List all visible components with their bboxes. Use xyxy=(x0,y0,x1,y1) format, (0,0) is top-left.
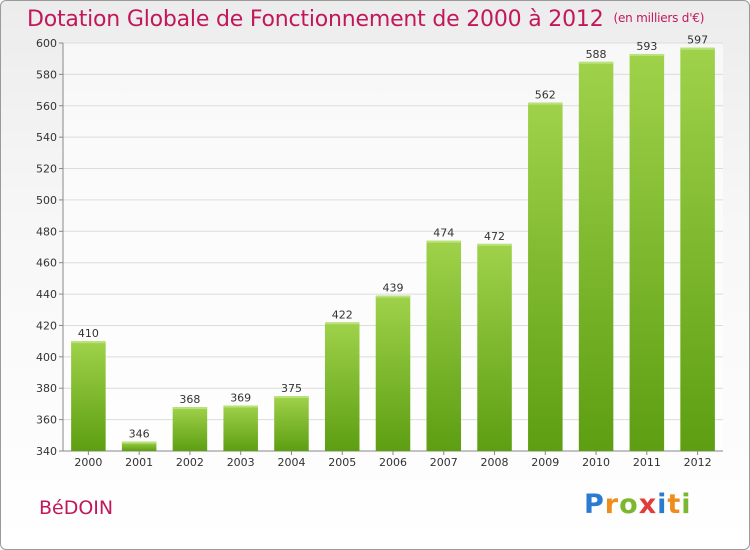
bar-top-highlight xyxy=(528,102,563,105)
x-tick-label-2011: 2011 xyxy=(633,456,661,469)
logo-letter: P xyxy=(584,489,605,520)
data-label-2008: 472 xyxy=(484,230,505,243)
data-label-2009: 562 xyxy=(535,89,556,102)
data-label-2012: 597 xyxy=(687,34,708,47)
bar-top-highlight xyxy=(426,240,462,243)
chart-title-text: Dotation Globale de Fonctionnement de 20… xyxy=(27,7,604,32)
data-label-2000: 410 xyxy=(78,327,99,340)
y-tick-label: 360 xyxy=(36,414,57,427)
bar-2006 xyxy=(375,295,411,451)
logo-letter: r xyxy=(604,489,620,520)
bar-2008 xyxy=(477,243,512,451)
chart-unit-label: (en milliers d'€) xyxy=(613,11,705,25)
bar-top-highlight xyxy=(223,405,258,408)
bar-top-highlight xyxy=(375,295,411,298)
bar-2012 xyxy=(680,47,715,451)
y-tick-label: 520 xyxy=(36,163,57,176)
y-tick-label: 440 xyxy=(36,288,57,301)
data-label-2006: 439 xyxy=(383,282,404,295)
bar-2000 xyxy=(71,341,106,451)
y-tick-label: 540 xyxy=(36,131,57,144)
x-tick-label-2002: 2002 xyxy=(176,456,204,469)
logo-letter: t xyxy=(667,489,682,520)
y-tick-label: 600 xyxy=(36,37,57,50)
bar-2010 xyxy=(578,61,614,451)
bar-2009 xyxy=(528,102,563,451)
data-label-2011: 593 xyxy=(636,40,657,53)
logo-letter: i xyxy=(657,489,668,520)
bar-2011 xyxy=(629,53,665,451)
logo-letter: x xyxy=(638,489,658,520)
bar-top-highlight xyxy=(172,407,208,410)
x-tick-label-2009: 2009 xyxy=(531,456,559,469)
data-label-2001: 346 xyxy=(129,428,150,441)
data-label-2003: 369 xyxy=(230,391,251,404)
bar-top-highlight xyxy=(324,322,360,325)
bar-top-highlight xyxy=(578,61,614,64)
x-tick-label-2012: 2012 xyxy=(684,456,712,469)
x-tick-label-2010: 2010 xyxy=(582,456,610,469)
y-tick-label: 460 xyxy=(36,257,57,270)
bar-top-highlight xyxy=(680,47,715,50)
bar-2007 xyxy=(426,240,462,451)
data-label-2007: 474 xyxy=(433,227,454,240)
y-tick-label: 400 xyxy=(36,351,57,364)
x-tick-label-2007: 2007 xyxy=(430,456,458,469)
y-tick-label: 340 xyxy=(36,445,57,458)
bar-top-highlight xyxy=(477,243,512,246)
y-tick-label: 420 xyxy=(36,319,57,332)
y-tick-label: 480 xyxy=(36,225,57,238)
data-label-2004: 375 xyxy=(281,382,302,395)
labels: 340 360 380 400 420 440 460 480 500 520 540 560 580 6… xyxy=(36,34,712,469)
bar-2004 xyxy=(274,396,309,451)
proxiti-logo: Proxiti xyxy=(584,489,692,520)
bar-top-highlight xyxy=(629,53,665,56)
x-tick-label-2008: 2008 xyxy=(481,456,509,469)
bar-top-highlight xyxy=(121,441,157,444)
commune-name: BéDOIN xyxy=(39,497,114,519)
bar-2005 xyxy=(324,322,360,451)
y-tick-label: 500 xyxy=(36,194,57,207)
x-tick-label-2000: 2000 xyxy=(74,456,102,469)
x-tick-label-2006: 2006 xyxy=(379,456,407,469)
bar-2003 xyxy=(223,405,258,451)
bar-2002 xyxy=(172,407,208,451)
x-tick-label-2005: 2005 xyxy=(328,456,356,469)
bar-top-highlight xyxy=(274,396,309,399)
bar-top-highlight xyxy=(71,341,106,344)
logo-letter: o xyxy=(619,489,639,520)
x-tick-label-2001: 2001 xyxy=(125,456,153,469)
y-tick-label: 560 xyxy=(36,100,57,113)
y-tick-label: 380 xyxy=(36,382,57,395)
x-tick-label-2004: 2004 xyxy=(277,456,305,469)
x-tick-label-2003: 2003 xyxy=(227,456,255,469)
data-label-2005: 422 xyxy=(332,308,353,321)
bar-2001 xyxy=(121,441,157,451)
data-label-2010: 588 xyxy=(586,48,607,61)
data-label-2002: 368 xyxy=(179,393,200,406)
bars xyxy=(71,47,715,451)
logo-letter: i xyxy=(681,489,692,520)
y-tick-label: 580 xyxy=(36,68,57,81)
chart-title: Dotation Globale de Fonctionnement de 20… xyxy=(27,7,704,32)
